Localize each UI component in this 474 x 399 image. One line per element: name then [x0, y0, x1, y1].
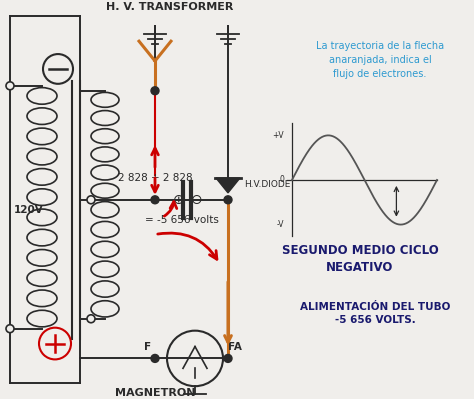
Text: SEGUNDO MEDIO CICLO
NEGATIVO: SEGUNDO MEDIO CICLO NEGATIVO	[282, 244, 438, 274]
Text: -V: -V	[276, 220, 284, 229]
Circle shape	[224, 196, 232, 204]
Text: = -5 656 volts: = -5 656 volts	[145, 215, 219, 225]
Circle shape	[87, 196, 95, 204]
Text: 2 828 + 2 828: 2 828 + 2 828	[118, 173, 192, 183]
Text: +V: +V	[273, 131, 284, 140]
Text: ALIMENTACIÓN DEL TUBO
-5 656 VOLTS.: ALIMENTACIÓN DEL TUBO -5 656 VOLTS.	[300, 302, 450, 326]
Text: FA: FA	[228, 342, 242, 352]
Text: 120V: 120V	[14, 205, 44, 215]
Text: F: F	[145, 342, 152, 352]
Text: La trayectoria de la flecha
anaranjada, indica el
flujo de electrones.: La trayectoria de la flecha anaranjada, …	[316, 41, 444, 79]
Text: $\ominus$: $\ominus$	[190, 193, 202, 207]
Circle shape	[151, 196, 159, 204]
Polygon shape	[216, 178, 240, 193]
Circle shape	[6, 82, 14, 90]
Text: MAGNETRON: MAGNETRON	[115, 388, 195, 398]
Circle shape	[6, 325, 14, 333]
Circle shape	[151, 87, 159, 95]
Text: 0: 0	[279, 176, 284, 184]
Circle shape	[224, 354, 232, 362]
Circle shape	[151, 354, 159, 362]
Text: H. V. TRANSFORMER: H. V. TRANSFORMER	[106, 2, 234, 12]
Circle shape	[87, 315, 95, 323]
Text: H.V.DIODE: H.V.DIODE	[244, 180, 291, 190]
Text: $\oplus$: $\oplus$	[172, 193, 184, 207]
